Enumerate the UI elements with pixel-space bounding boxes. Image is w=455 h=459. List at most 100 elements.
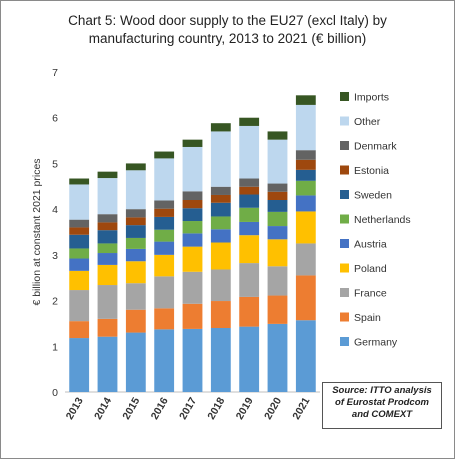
y-tick-label: 0: [52, 387, 58, 399]
bar-segment-germany: [154, 329, 175, 392]
legend-label: Spain: [354, 312, 381, 324]
legend-label: Denmark: [354, 141, 397, 153]
bar-segment-france: [295, 243, 316, 276]
legend-swatch: [340, 165, 349, 175]
x-tick-label: 2018: [205, 395, 227, 421]
x-tick-label: 2021: [290, 395, 312, 421]
bar-segment-estonia: [182, 200, 203, 209]
bar-segment-other: [210, 131, 231, 187]
bar-segment-germany: [97, 336, 118, 392]
bar-segment-imports: [125, 163, 146, 171]
chart-title-line-1: Chart 5: Wood door supply to the EU27 (e…: [68, 13, 387, 28]
bar-segment-denmark: [295, 150, 316, 160]
legend-swatch: [340, 92, 349, 101]
x-tick-label: 2020: [262, 395, 284, 421]
bar-segment-other: [182, 146, 203, 192]
bar-segment-france: [69, 290, 90, 322]
bar-segment-other: [125, 170, 146, 210]
bar-segment-netherlands: [182, 221, 203, 234]
bar-segment-netherlands: [295, 180, 316, 196]
source-note: Source: ITTO analysis of Eurostat Prodco…: [322, 382, 442, 429]
bar-segment-sweden: [125, 225, 146, 238]
bar-segment-austria: [267, 226, 288, 240]
y-tick-label: 6: [52, 113, 58, 125]
x-tick-label: 2019: [234, 395, 256, 421]
bar-segment-france: [125, 283, 146, 310]
bar-segment-sweden: [154, 216, 175, 230]
bar-segment-denmark: [154, 200, 175, 209]
legend-label: Germany: [354, 337, 398, 349]
y-tick-label: 3: [52, 250, 58, 262]
bar-segment-denmark: [239, 178, 260, 187]
y-tick-label: 1: [52, 341, 58, 353]
legend-label: Imports: [354, 92, 389, 104]
legend-label: Sweden: [354, 190, 392, 202]
bar-segment-austria: [295, 195, 316, 212]
bar-segment-imports: [69, 178, 90, 185]
bar-segment-austria: [210, 229, 231, 243]
x-tick-label: 2017: [177, 395, 199, 421]
legend-swatch: [340, 190, 349, 199]
y-tick-label: 2: [52, 296, 58, 308]
legend-label: Netherlands: [354, 214, 411, 226]
bar-segment-france: [154, 276, 175, 309]
bar-segment-france: [210, 269, 231, 302]
bar-segment-netherlands: [125, 237, 146, 249]
bar-segment-spain: [210, 301, 231, 328]
legend-swatch: [340, 141, 349, 150]
legend-swatch: [340, 214, 349, 224]
bar-segment-germany: [210, 328, 231, 392]
bar-segment-spain: [69, 321, 90, 339]
bar-segment-denmark: [69, 219, 90, 228]
legend-label: Other: [354, 116, 381, 128]
legend-label: Austria: [354, 239, 387, 251]
bar-segment-netherlands: [154, 229, 175, 242]
legend-swatch: [340, 312, 349, 322]
bar-segment-estonia: [125, 217, 146, 226]
bar-segment-austria: [97, 253, 118, 265]
bar-segment-imports: [267, 131, 288, 140]
legend-swatch: [340, 116, 349, 126]
bar-segment-estonia: [239, 186, 260, 195]
bar-segment-other: [97, 178, 118, 215]
bar-segment-sweden: [182, 208, 203, 222]
bar-segment-poland: [210, 242, 231, 270]
x-tick-label: 2014: [92, 395, 114, 421]
bar-segment-austria: [182, 233, 203, 247]
bar-segment-estonia: [97, 222, 118, 231]
bar-segment-germany: [267, 323, 288, 392]
bar-segment-other: [267, 139, 288, 184]
bar-segment-estonia: [154, 208, 175, 217]
legend-swatch: [340, 263, 349, 273]
bar-segment-denmark: [125, 209, 146, 218]
bar-segment-poland: [97, 264, 118, 286]
bar-segment-poland: [295, 211, 316, 244]
x-tick-label: 2015: [120, 395, 142, 421]
bar-segment-imports: [239, 117, 260, 126]
bar-segment-estonia: [267, 191, 288, 200]
legend-label: Poland: [354, 263, 387, 275]
bar-segment-poland: [154, 254, 175, 277]
bar-segment-france: [182, 271, 203, 304]
bar-segment-austria: [154, 241, 175, 255]
bar-segment-other: [295, 104, 316, 151]
bar-segment-spain: [97, 318, 118, 337]
bar-segment-austria: [69, 258, 90, 271]
y-tick-label: 5: [52, 158, 58, 170]
bar-segment-poland: [125, 261, 146, 284]
bar-segment-netherlands: [239, 207, 260, 222]
bar-segment-sweden: [239, 194, 260, 208]
bar-segment-imports: [210, 123, 231, 132]
bar-segment-spain: [182, 303, 203, 329]
bar-segment-germany: [295, 320, 316, 392]
bar-segment-netherlands: [210, 216, 231, 230]
bar-segment-germany: [239, 326, 260, 392]
y-axis-label: € billion at constant 2021 prices: [31, 158, 43, 305]
bar-segment-denmark: [182, 191, 203, 200]
bar-segment-denmark: [267, 183, 288, 192]
bar-segment-other: [239, 125, 260, 179]
bar-segment-poland: [69, 270, 90, 291]
bar-segment-france: [239, 263, 260, 297]
bar-segment-austria: [239, 221, 260, 236]
bar-segment-poland: [267, 239, 288, 267]
